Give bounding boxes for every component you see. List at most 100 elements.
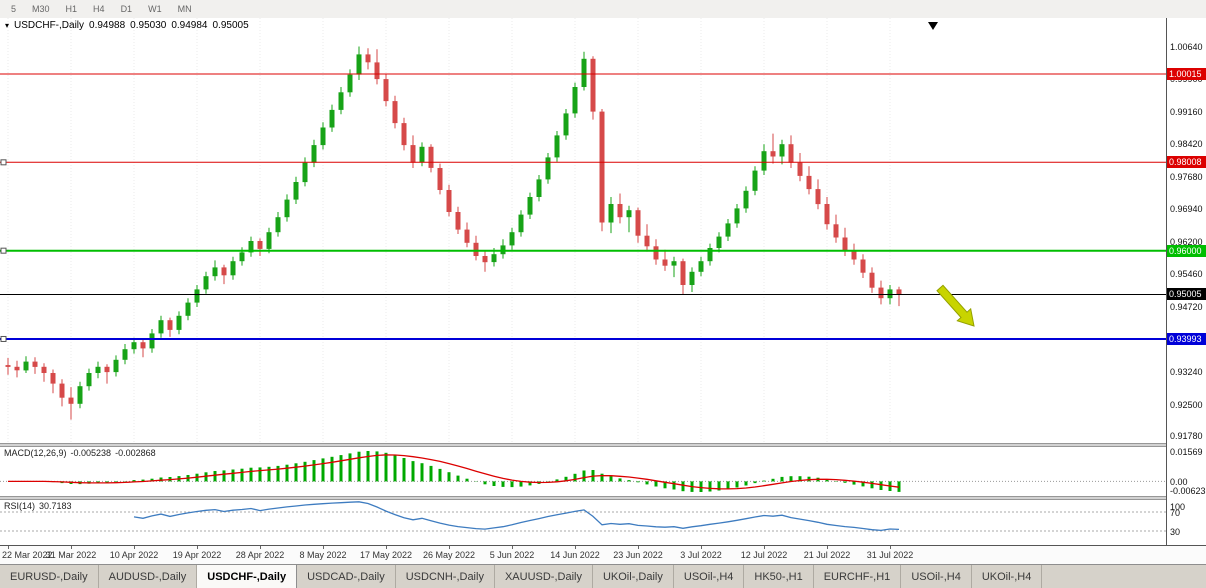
candle-body bbox=[833, 224, 839, 238]
rsi-label: RSI(14) 30.7183 bbox=[4, 501, 76, 511]
candlestick-chart[interactable] bbox=[0, 18, 1166, 443]
level-anchor-handle[interactable] bbox=[0, 247, 7, 254]
candle-body bbox=[401, 123, 407, 146]
rsi-panel[interactable]: RSI(14) 30.7183 bbox=[0, 500, 1166, 545]
candle-body bbox=[626, 210, 632, 218]
candle-body bbox=[257, 241, 263, 249]
ohlc-low: 0.94984 bbox=[171, 20, 208, 31]
candle-body bbox=[815, 189, 821, 205]
candle-body bbox=[518, 214, 524, 233]
price-axis-label: 0.91780 bbox=[1170, 431, 1203, 441]
candle-body bbox=[392, 101, 398, 124]
timeframe-button-d1[interactable]: D1 bbox=[120, 4, 133, 14]
ohlc-open: 0.94988 bbox=[89, 20, 126, 31]
rsi-indicator-chart bbox=[0, 501, 1166, 532]
price-axis-label: 0.93240 bbox=[1170, 367, 1203, 377]
horizontal-level-lines[interactable] bbox=[0, 73, 1166, 342]
price-axis-label: 0.95460 bbox=[1170, 269, 1203, 279]
chart-tab-xauusd-daily[interactable]: XAUUSD-,Daily bbox=[494, 565, 593, 588]
candle-body bbox=[869, 272, 875, 288]
candle-body bbox=[725, 223, 731, 237]
level-anchor-handle[interactable] bbox=[0, 159, 7, 166]
chart-tab-usdchf-daily[interactable]: USDCHF-,Daily bbox=[197, 565, 298, 588]
candle-body bbox=[104, 366, 110, 373]
main-chart-panel[interactable]: ▾ USDCHF-,Daily 0.94988 0.95030 0.94984 0.950… bbox=[0, 18, 1166, 443]
chart-tab-ukoil-daily[interactable]: UKOil-,Daily bbox=[592, 565, 674, 588]
chart-tab-eurusd-daily[interactable]: EURUSD-,Daily bbox=[0, 565, 99, 588]
candle-body bbox=[266, 232, 272, 249]
candle-body bbox=[329, 109, 335, 128]
chart-tab-usoil-h4[interactable]: USOil-,H4 bbox=[901, 565, 972, 588]
candle-body bbox=[797, 162, 803, 176]
candle-body bbox=[590, 58, 596, 112]
candle-body bbox=[374, 62, 380, 80]
candle-body bbox=[365, 54, 371, 63]
candle-body bbox=[95, 366, 101, 373]
price-level-badge: 1.00015 bbox=[1167, 68, 1206, 80]
chart-tab-usdcad-daily[interactable]: USDCAD-,Daily bbox=[297, 565, 396, 588]
timeframe-button-m30[interactable]: M30 bbox=[32, 4, 50, 14]
down-arrow-annotation[interactable] bbox=[936, 284, 975, 327]
time-axis-tick bbox=[575, 546, 576, 549]
shift-marker-icon[interactable] bbox=[928, 22, 938, 30]
candle-body bbox=[41, 366, 47, 373]
candle-body bbox=[14, 366, 20, 371]
candle-body bbox=[707, 248, 713, 262]
candle-body bbox=[743, 190, 749, 209]
macd-panel[interactable]: MACD(12,26,9) -0.005238 -0.002868 bbox=[0, 447, 1166, 496]
candle-body bbox=[680, 261, 686, 285]
chart-tab-eurchf-h1[interactable]: EURCHF-,H1 bbox=[813, 565, 902, 588]
price-axis[interactable]: 1.006400.999000.991600.984200.976800.969… bbox=[1166, 18, 1206, 545]
price-axis-label: 0.96200 bbox=[1170, 237, 1203, 247]
panel-separator[interactable] bbox=[0, 496, 1206, 500]
rsi-axis-label: 70 bbox=[1170, 508, 1181, 518]
grid-lines bbox=[7, 18, 891, 443]
date-label: 8 May 2022 bbox=[299, 550, 347, 560]
candle-body bbox=[113, 359, 119, 373]
candle-body bbox=[842, 237, 848, 251]
candle-body bbox=[689, 271, 695, 285]
time-axis-tick bbox=[260, 546, 261, 549]
candle-body bbox=[176, 315, 182, 330]
candle-body bbox=[320, 127, 326, 146]
candle-body bbox=[554, 135, 560, 158]
candle-body bbox=[734, 208, 740, 224]
rsi-axis-label: 100 bbox=[1170, 502, 1186, 512]
date-label: 10 Apr 2022 bbox=[109, 550, 159, 560]
macd-name: MACD(12,26,9) bbox=[4, 448, 67, 458]
candle-body bbox=[464, 229, 470, 243]
candle-body bbox=[788, 144, 794, 163]
price-level-badge: 0.93993 bbox=[1167, 333, 1206, 345]
candle-body bbox=[428, 146, 434, 168]
chart-tab-hk50-h1[interactable]: HK50-,H1 bbox=[744, 565, 814, 588]
price-axis-label: 0.99160 bbox=[1170, 107, 1203, 117]
level-anchor-handle[interactable] bbox=[0, 335, 7, 342]
panel-separator[interactable] bbox=[0, 443, 1206, 447]
rsi-value: 30.7183 bbox=[39, 501, 72, 511]
chart-tab-usdcnh-daily[interactable]: USDCNH-,Daily bbox=[395, 565, 495, 588]
candle-body bbox=[644, 235, 650, 247]
chart-tab-usoil-h4[interactable]: USOil-,H4 bbox=[673, 565, 745, 588]
timeframe-button-w1[interactable]: W1 bbox=[148, 4, 162, 14]
timeframe-button-h1[interactable]: H1 bbox=[65, 4, 78, 14]
candle-body bbox=[752, 170, 758, 191]
timeframe-button-h4[interactable]: H4 bbox=[93, 4, 105, 14]
candle-body bbox=[491, 254, 497, 263]
time-axis[interactable]: 22 Mar 2022 31 Mar 2022 10 Apr 2022 19 Apr … bbox=[0, 545, 1206, 564]
candle-body bbox=[23, 361, 29, 371]
candle-body bbox=[716, 236, 722, 248]
timeframe-button-mn[interactable]: MN bbox=[177, 4, 192, 14]
rsi-axis-label: 30 bbox=[1170, 527, 1181, 537]
candle-body bbox=[203, 276, 209, 290]
candle-body bbox=[140, 342, 146, 349]
time-axis-tick bbox=[197, 546, 198, 549]
date-label: 21 Jul 2022 bbox=[803, 550, 851, 560]
candle-body bbox=[32, 361, 38, 367]
chart-tab-ukoil-h4[interactable]: UKOil-,H4 bbox=[971, 565, 1043, 588]
candle-body bbox=[455, 212, 461, 230]
rsi-name: RSI(14) bbox=[4, 501, 36, 511]
chart-tab-audusd-daily[interactable]: AUDUSD-,Daily bbox=[98, 565, 198, 588]
chart-title: ▾ USDCHF-,Daily 0.94988 0.95030 0.94984 0.950… bbox=[5, 20, 254, 31]
timeframe-button-5[interactable]: 5 bbox=[11, 4, 17, 14]
time-axis-tick bbox=[827, 546, 828, 549]
